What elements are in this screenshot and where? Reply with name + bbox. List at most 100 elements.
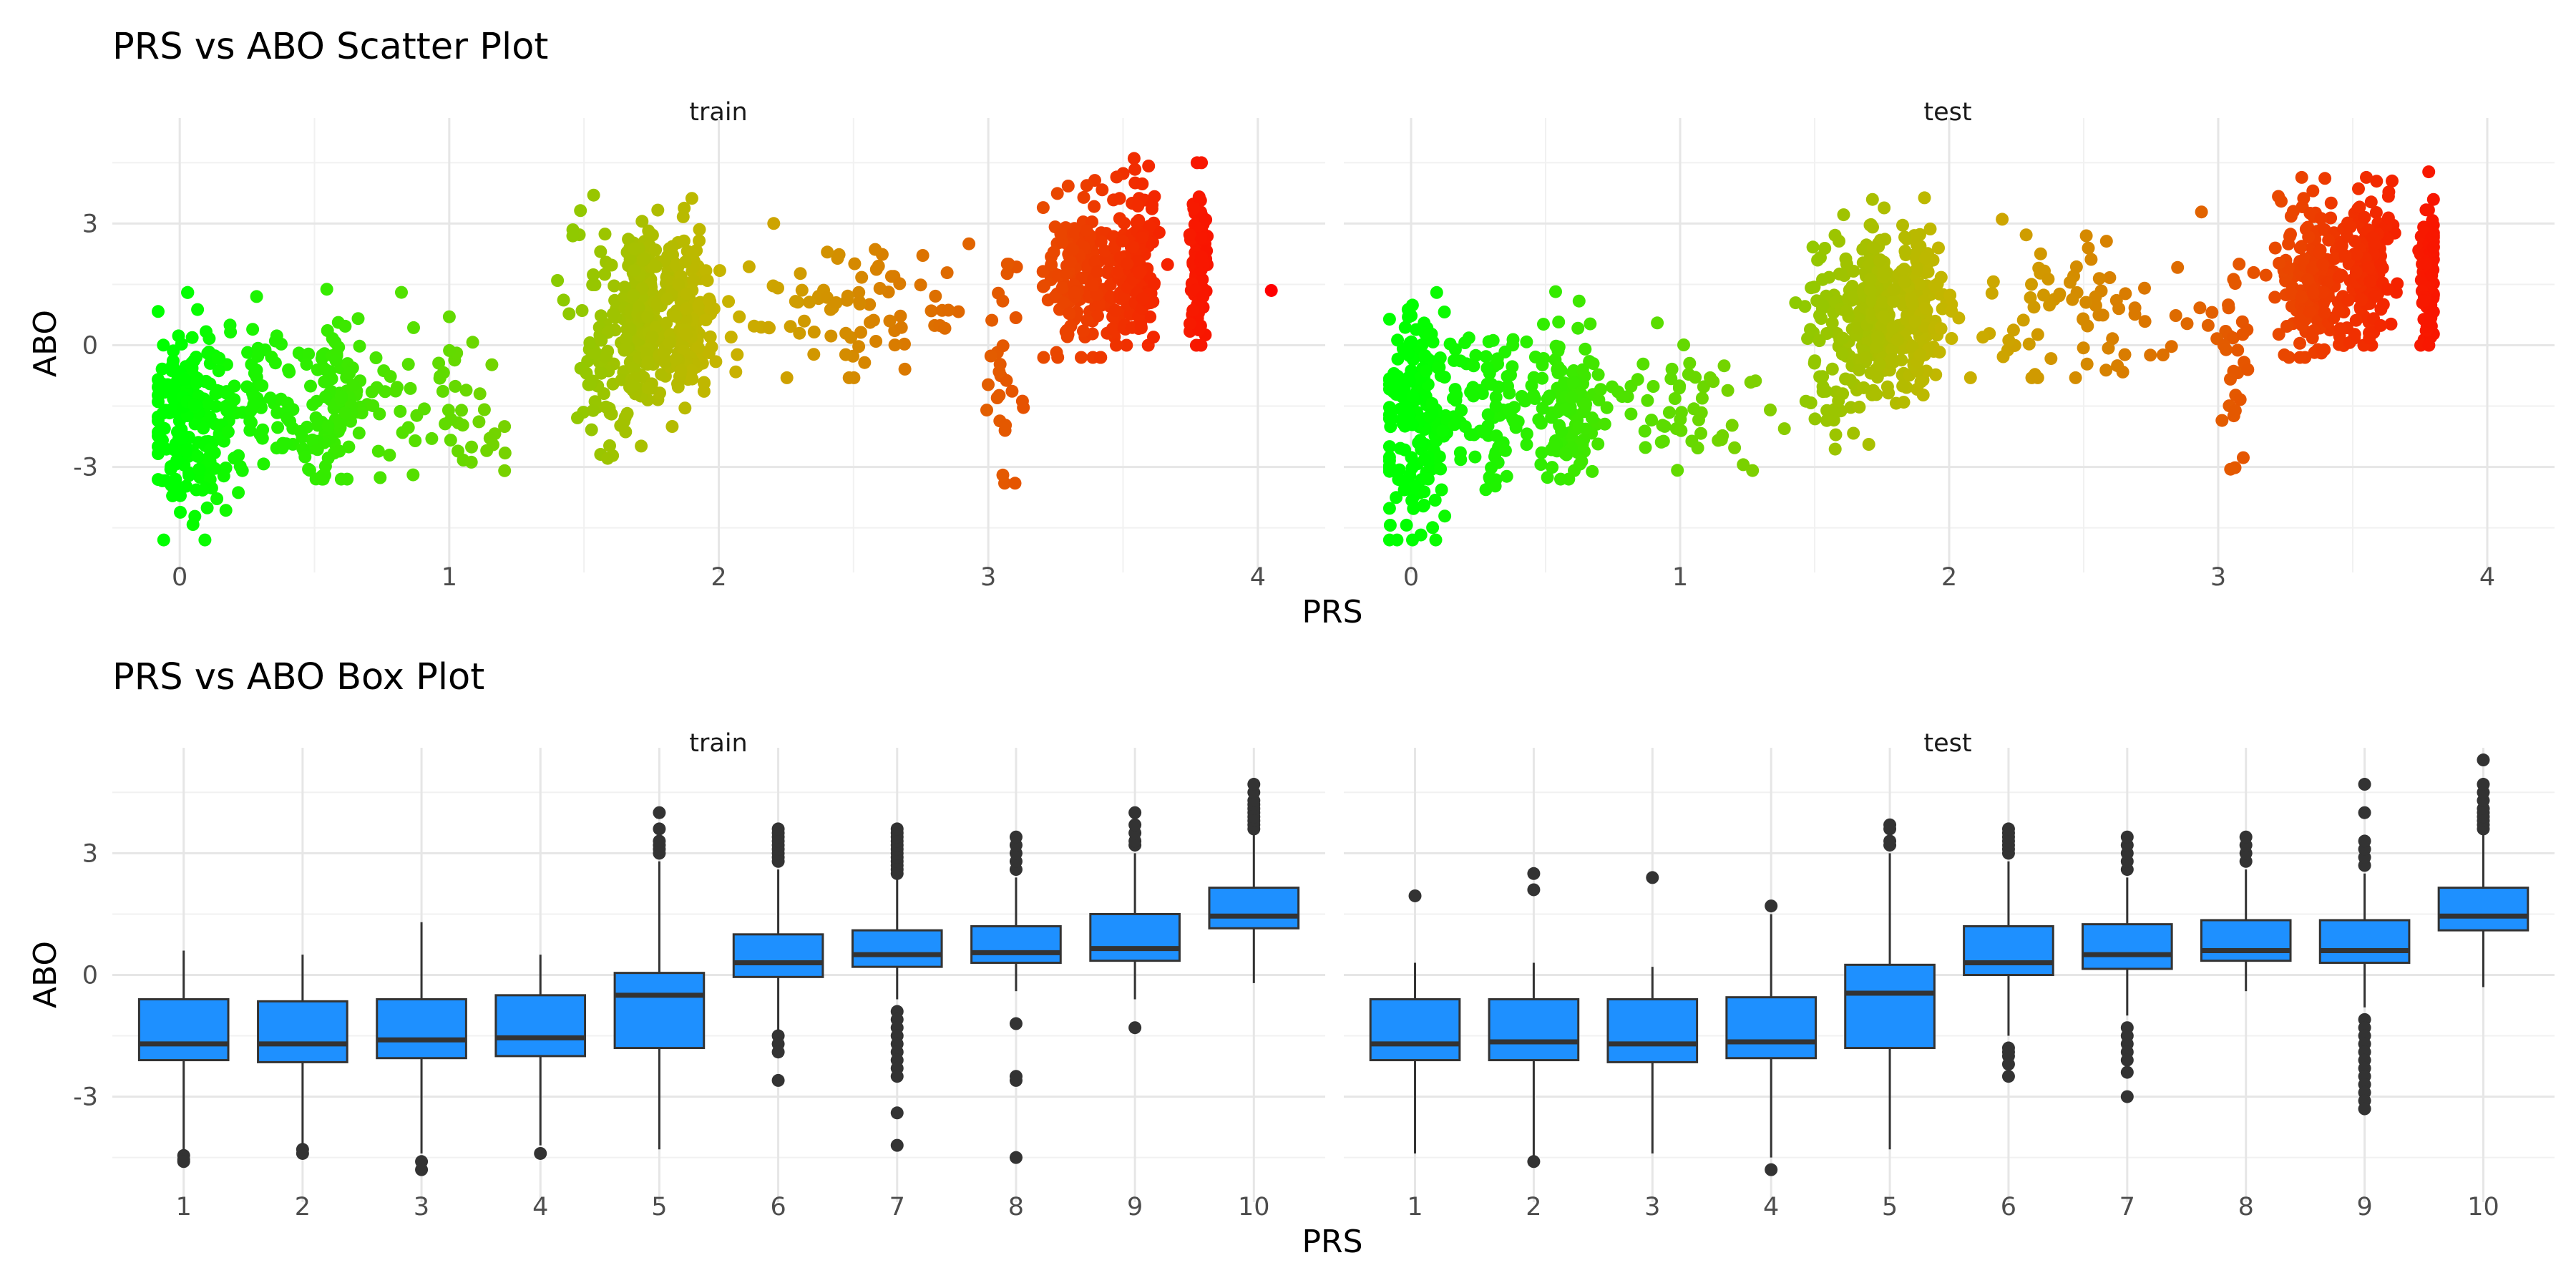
- box-5: [613, 806, 706, 1150]
- scatter-point: [1131, 255, 1144, 268]
- scatter-point: [1402, 311, 1415, 323]
- scatter-point: [240, 380, 254, 394]
- scatter-point: [197, 421, 210, 435]
- scatter-point: [1996, 350, 2010, 364]
- scatter-point: [2066, 293, 2079, 306]
- scatter-point: [1384, 420, 1397, 434]
- scatter-point: [1877, 268, 1890, 281]
- scatter-point: [1549, 285, 1562, 298]
- scatter-point: [2215, 414, 2229, 427]
- scatter-point: [2193, 301, 2207, 315]
- scatter-point: [1000, 258, 1014, 271]
- scatter-point: [2350, 248, 2363, 261]
- scatter-point: [1721, 384, 1735, 397]
- scatter-point: [1996, 213, 2009, 226]
- scatter-point: [1833, 235, 1845, 248]
- scatter-point: [1405, 461, 1419, 474]
- scatter-point: [2119, 287, 2132, 301]
- scatter-point: [2425, 268, 2439, 282]
- scatter-point: [1725, 419, 1739, 432]
- box-2: [257, 955, 348, 1160]
- scatter-point: [1096, 183, 1109, 197]
- scatter-point: [2424, 316, 2437, 330]
- scatter-point: [1808, 354, 1822, 368]
- box-y-tick-labels: -3 0 3: [73, 839, 98, 1111]
- scatter-point: [246, 323, 260, 336]
- scatter-point: [2341, 293, 2355, 307]
- scatter-point: [649, 260, 663, 273]
- scatter-point: [1878, 201, 1891, 215]
- scatter-point: [1886, 321, 1900, 334]
- scatter-point: [1015, 394, 1029, 408]
- scatter-points-test: [1382, 165, 2440, 547]
- y-tick-label: -3: [73, 454, 98, 482]
- scatter-point: [2360, 170, 2373, 184]
- box-outlier: [653, 806, 666, 819]
- scatter-point: [1091, 265, 1104, 279]
- scatter-point: [2318, 172, 2332, 185]
- scatter-point: [883, 314, 897, 328]
- scatter-point: [1147, 278, 1161, 291]
- scatter-point: [1864, 273, 1877, 286]
- scatter-point: [498, 447, 512, 460]
- box-outlier: [2477, 753, 2490, 767]
- scatter-point: [2422, 165, 2436, 179]
- box-outlier: [1527, 1155, 1541, 1169]
- scatter-point: [1000, 374, 1013, 387]
- scatter-point: [280, 396, 294, 410]
- scatter-point: [2002, 333, 2016, 347]
- box-y-axis-label: ABO: [27, 941, 64, 1008]
- scatter-point: [1131, 199, 1145, 213]
- box-body: [376, 998, 467, 1060]
- scatter-point: [1152, 225, 1166, 239]
- box-body: [732, 933, 824, 978]
- scatter-point: [1934, 322, 1948, 336]
- scatter-point: [1873, 254, 1886, 268]
- scatter-point: [228, 452, 241, 465]
- scatter-point: [1863, 218, 1877, 232]
- scatter-point: [1132, 214, 1146, 227]
- scatter-point: [232, 486, 245, 499]
- scatter-point: [1591, 368, 1605, 381]
- scatter-point: [316, 472, 329, 486]
- box-outlier: [1128, 1021, 1142, 1035]
- scatter-strip-test: test: [1923, 98, 1971, 127]
- scatter-point: [187, 398, 200, 411]
- scatter-point: [678, 255, 692, 269]
- scatter-point: [1804, 323, 1817, 336]
- scatter-point: [672, 278, 686, 291]
- scatter-point: [842, 371, 856, 384]
- scatter-point: [1128, 162, 1142, 176]
- scatter-point: [220, 404, 234, 417]
- scatter-point: [1491, 357, 1505, 371]
- box-5: [1844, 818, 1936, 1150]
- scatter-point: [1799, 394, 1813, 408]
- scatter-point: [200, 325, 213, 338]
- scatter-point: [302, 462, 316, 476]
- scatter-point: [658, 356, 672, 369]
- scatter-point: [2268, 291, 2282, 304]
- scatter-point: [1656, 419, 1669, 432]
- box-outlier: [2358, 1102, 2371, 1116]
- scatter-point: [449, 379, 462, 393]
- scatter-point: [848, 257, 862, 270]
- scatter-point: [2295, 290, 2308, 303]
- scatter-point: [594, 309, 608, 323]
- scatter-point: [1418, 485, 1431, 499]
- scatter-point: [1489, 399, 1503, 413]
- box-6: [1963, 822, 2054, 1083]
- box-outlier: [2239, 830, 2253, 844]
- scatter-point: [1870, 388, 1883, 401]
- scatter-point: [1945, 332, 1958, 345]
- scatter-point: [1554, 472, 1567, 486]
- box-body: [1089, 912, 1181, 962]
- scatter-point: [733, 310, 746, 323]
- scatter-point: [2233, 393, 2247, 406]
- scatter-point: [1075, 351, 1088, 364]
- scatter-point: [1558, 447, 1572, 460]
- scatter-point: [1405, 335, 1418, 348]
- scatter-point: [686, 372, 699, 386]
- scatter-point: [824, 329, 838, 343]
- scatter-point: [169, 472, 182, 486]
- scatter-point: [1481, 408, 1495, 421]
